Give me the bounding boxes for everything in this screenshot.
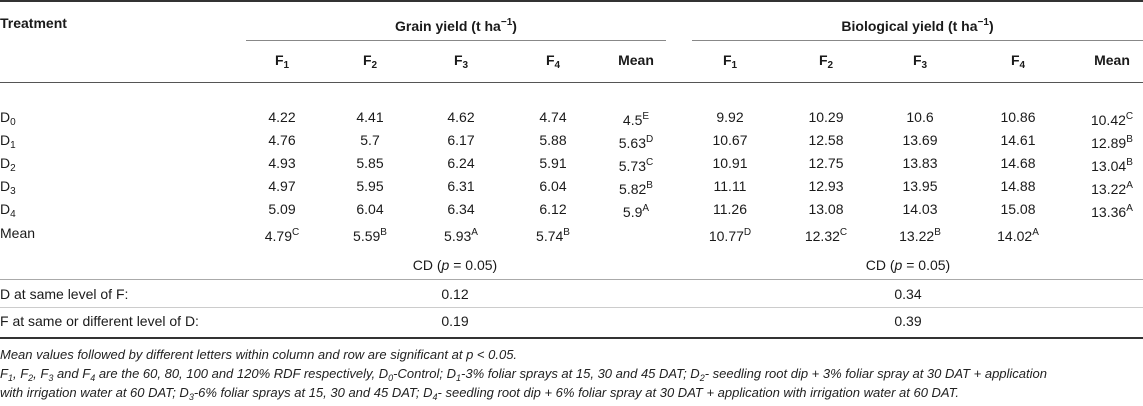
table-cell: 9.92	[716, 109, 744, 125]
table-cell: 4.76	[268, 132, 296, 148]
table-cell-mean: 4.79C	[264, 227, 300, 244]
table-cell: 5.88	[539, 132, 567, 148]
table-cell-mean: 13.22A	[1091, 180, 1133, 197]
column-header-grain-mean: Mean	[618, 52, 654, 68]
footnote-treatments-line1: F1, F2, F3 and F4 are the 60, 80, 100 an…	[0, 366, 1047, 383]
column-header-biological-f1: F1	[722, 52, 738, 71]
column-header-biological-f3: F3	[912, 52, 928, 71]
column-header-biological-mean: Mean	[1094, 52, 1130, 68]
table-cell: 15.08	[1000, 201, 1036, 217]
table-cell: 4.41	[356, 109, 384, 125]
column-header-biological-f2: F2	[818, 52, 834, 71]
table-cell: 12.75	[808, 155, 844, 171]
cd-heading-grain: CD (p = 0.05)	[412, 257, 498, 273]
table-cell-mean: 5.63D	[618, 134, 654, 151]
table-cell: 13.95	[902, 178, 938, 194]
grain-yield-header: Grain yield (t ha−1)	[395, 17, 517, 34]
table-cell: 14.68	[1000, 155, 1036, 171]
table-cell: 4.22	[268, 109, 296, 125]
cd-divider	[0, 279, 1143, 280]
table-cell: 11.11	[713, 178, 747, 194]
cd-heading-biological: CD (p = 0.05)	[865, 257, 951, 273]
table-cell: 5.95	[356, 178, 384, 194]
cd-row1-grain: 0.12	[441, 286, 469, 302]
table-cell-mean: 5.82B	[619, 180, 653, 197]
row-label-d0: D0	[0, 109, 16, 128]
table-cell: 4.74	[539, 109, 567, 125]
table-cell: 14.88	[1000, 178, 1036, 194]
table-cell: 5.91	[539, 155, 567, 171]
footnote-significance: Mean values followed by different letter…	[0, 347, 518, 362]
row-label-d3: D3	[0, 178, 16, 197]
table-cell: 10.29	[808, 109, 844, 125]
treatment-header: Treatment	[0, 15, 67, 31]
table-cell: 6.04	[356, 201, 384, 217]
row-label-d1: D1	[0, 132, 16, 151]
bottom-rule	[0, 337, 1143, 339]
cd-row2-label: F at same or different level of D:	[0, 313, 199, 329]
biological-yield-header: Biological yield (t ha−1)	[841, 17, 994, 34]
table-cell-mean: 4.5E	[622, 111, 650, 128]
table-cell-mean: 14.02A	[997, 227, 1039, 244]
table-cell: 6.34	[447, 201, 475, 217]
table-cell: 5.7	[360, 132, 380, 148]
cd-row2-grain: 0.19	[441, 313, 469, 329]
column-header-grain-f2: F2	[362, 52, 378, 71]
table-cell-mean: 5.59B	[353, 227, 387, 244]
table-cell: 4.62	[447, 109, 475, 125]
footnote-treatments-line2: with irrigation water at 60 DAT; D3-6% f…	[0, 385, 959, 402]
table-cell: 12.93	[808, 178, 844, 194]
column-header-biological-f4: F4	[1010, 52, 1026, 71]
table-cell-mean: 10.77D	[708, 227, 752, 244]
table-cell-mean: 5.73C	[618, 157, 654, 174]
top-rule	[0, 0, 1143, 2]
column-header-grain-f3: F3	[453, 52, 469, 71]
header-bottom-rule	[0, 82, 1143, 83]
table-cell: 13.83	[902, 155, 938, 171]
table-cell: 11.26	[713, 201, 747, 217]
table-cell: 6.17	[447, 132, 475, 148]
grain-yield-underline	[246, 40, 666, 41]
column-header-grain-f1: F1	[274, 52, 290, 71]
table-cell-mean: 13.04B	[1091, 157, 1133, 174]
table-cell-mean: 12.32C	[804, 227, 848, 244]
table-cell: 10.67	[712, 132, 748, 148]
table-cell: 4.97	[268, 178, 296, 194]
cd-row2-biological: 0.39	[894, 313, 922, 329]
table-cell-mean: 5.74B	[536, 227, 570, 244]
table-cell-mean: 5.9A	[622, 203, 650, 220]
table-cell: 12.58	[808, 132, 844, 148]
table-cell-mean: 13.22B	[899, 227, 941, 244]
table-cell-mean: 12.89B	[1091, 134, 1133, 151]
table-cell: 10.6	[906, 109, 934, 125]
column-header-grain-f4: F4	[545, 52, 561, 71]
table-cell: 6.04	[539, 178, 567, 194]
row-label-mean: Mean	[0, 225, 36, 241]
table-cell: 14.03	[902, 201, 938, 217]
table-cell-mean: 10.42C	[1090, 111, 1134, 128]
cd-row-divider	[0, 307, 1143, 308]
table-cell-mean: 5.93A	[444, 227, 478, 244]
table-cell: 6.12	[539, 201, 567, 217]
biological-yield-underline	[692, 40, 1143, 41]
table-cell: 13.69	[902, 132, 938, 148]
table-cell: 14.61	[1000, 132, 1036, 148]
table-cell: 6.31	[447, 178, 475, 194]
table-cell: 10.91	[712, 155, 748, 171]
row-label-d2: D2	[0, 155, 16, 174]
table-cell: 5.09	[268, 201, 296, 217]
table-cell: 6.24	[447, 155, 475, 171]
cd-row1-label: D at same level of F:	[0, 286, 129, 302]
table-cell: 4.93	[268, 155, 296, 171]
table-cell-mean: 13.36A	[1091, 203, 1133, 220]
row-label-d4: D4	[0, 201, 16, 220]
table-cell: 13.08	[808, 201, 844, 217]
table-cell: 10.86	[1000, 109, 1036, 125]
cd-row1-biological: 0.34	[894, 286, 922, 302]
table-cell: 5.85	[356, 155, 384, 171]
